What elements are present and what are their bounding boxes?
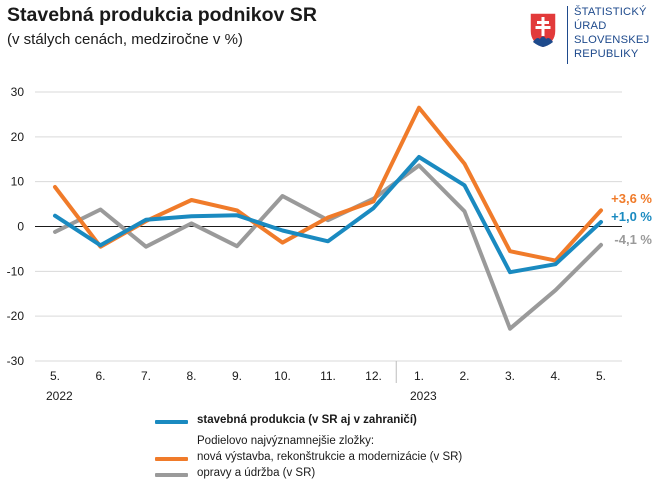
logo-line-3: SLOVENSKEJ <box>574 34 650 46</box>
y-tick-label: 0 <box>17 220 24 234</box>
logo-line-1: ŠTATISTICKÝ <box>574 6 647 18</box>
logo-text: ŠTATISTICKÝ ÚRAD SLOVENSKEJ REPUBLIKY <box>574 5 649 61</box>
y-tick-label: -10 <box>7 264 25 278</box>
end-value-label: +1,0 % <box>611 209 652 224</box>
y-tick-label: 10 <box>11 175 25 189</box>
x-tick-label: 3. <box>505 369 515 383</box>
y-tick-label: 30 <box>11 85 25 99</box>
logo-divider <box>567 6 568 64</box>
x-tick-label: 5. <box>596 369 606 383</box>
legend-swatch-main <box>155 420 188 424</box>
x-tick-label: 5. <box>50 369 60 383</box>
end-value-label: -4,1 % <box>614 232 652 247</box>
logo-line-2: ÚRAD <box>574 20 607 32</box>
legend-label-repair: opravy a údržba (v SR) <box>197 467 316 479</box>
logo-line-4: REPUBLIKY <box>574 48 639 60</box>
x-tick-label: 2. <box>459 369 469 383</box>
x-tick-label: 8. <box>186 369 196 383</box>
legend-label-main: stavebná produkcia (v SR aj v zahraničí) <box>197 414 417 426</box>
legend-group-heading: Podielovo najvýznamnejšie zložky: <box>197 435 375 447</box>
x-tick-label: 4. <box>550 369 560 383</box>
legend-label-new: nová výstavba, rekonštrukcie a modernizá… <box>197 451 463 463</box>
y-tick-label: 20 <box>11 130 25 144</box>
x-tick-label: 9. <box>232 369 242 383</box>
coat-of-arms-icon <box>529 12 557 49</box>
x-tick-label: 7. <box>141 369 151 383</box>
x-tick-label: 10. <box>274 369 291 383</box>
chart-title: Stavebná produkcia podnikov SR <box>7 4 317 26</box>
series-line <box>53 155 603 275</box>
chart-subtitle: (v stálych cenách, medziročne v %) <box>7 31 243 48</box>
x-tick-label: 12. <box>365 369 382 383</box>
y-tick-label: -30 <box>7 354 25 368</box>
x-tick-label: 1. <box>414 369 424 383</box>
x-tick-label: 11. <box>320 369 336 383</box>
statistical-office-logo: ŠTATISTICKÝ ÚRAD SLOVENSKEJ REPUBLIKY <box>528 6 658 66</box>
legend-swatch-new <box>155 457 188 461</box>
year-label: 2023 <box>410 389 437 403</box>
end-value-label: +3,6 % <box>611 191 652 206</box>
year-label: 2022 <box>46 389 73 403</box>
legend-swatch-repair <box>155 473 188 477</box>
y-tick-label: -20 <box>7 309 25 323</box>
series-line <box>53 163 603 331</box>
x-tick-label: 6. <box>95 369 105 383</box>
